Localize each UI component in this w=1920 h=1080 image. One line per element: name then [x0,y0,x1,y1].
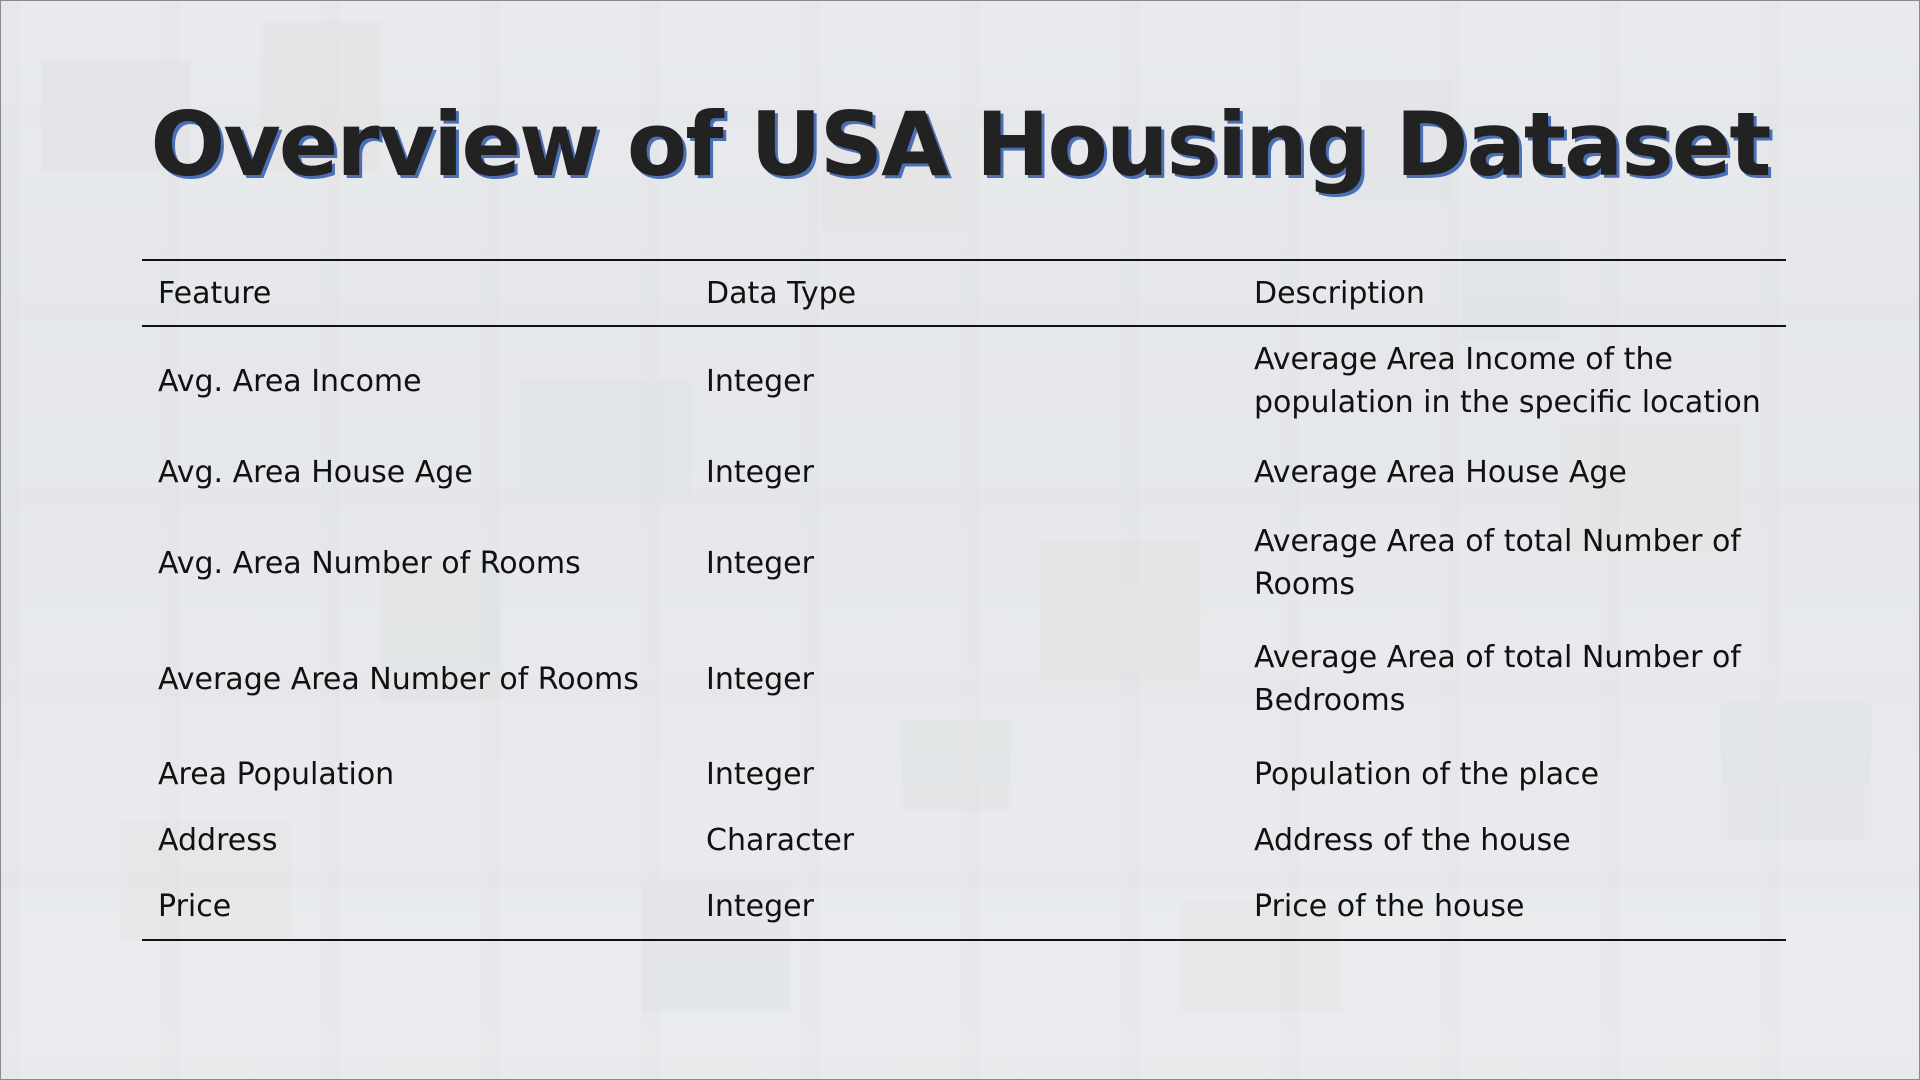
cell-description: Average Area of total Number of Rooms [1254,524,1741,602]
table-header-row: Feature Data Type Description [142,259,1786,327]
header-data-type: Data Type [690,259,1238,327]
cell-feature: Average Area Number of Rooms [158,661,639,697]
cell-description: Average Area Income of the population in… [1254,342,1761,420]
cell-feature: Avg. Area House Age [158,454,473,490]
cell-data-type: Integer [706,363,814,399]
cell-data-type: Integer [706,661,814,697]
cell-data-type: Integer [690,873,1238,941]
cell-description: Address of the house [1254,822,1571,858]
cell-description: Average Area House Age [1254,454,1627,490]
table-row: Avg. Area Income Integer Average Area In… [142,326,1786,435]
cell-data-type: Integer [706,454,814,490]
header-feature: Feature [142,259,690,327]
cell-data-type: Integer [706,756,814,792]
table-row: Area Population Integer Population of th… [142,741,1786,807]
dataset-table: Feature Data Type Description Avg. Area … [142,259,1786,941]
table-row: Address Character Address of the house [142,807,1786,873]
header-description: Description [1238,259,1786,327]
cell-description: Population of the place [1254,756,1600,792]
cell-feature: Avg. Area Income [158,363,422,399]
cell-feature: Price [142,873,690,941]
cell-description: Average Area of total Number of Bedrooms [1254,640,1741,718]
cell-data-type: Character [706,822,855,858]
cell-feature: Area Population [158,756,395,792]
table-row: Avg. Area House Age Integer Average Area… [142,435,1786,509]
table-row: Average Area Number of Rooms Integer Ave… [142,617,1786,741]
table-row: Avg. Area Number of Rooms Integer Averag… [142,509,1786,617]
cell-feature: Address [158,822,278,858]
cell-feature: Avg. Area Number of Rooms [158,545,581,581]
dataset-table-container: Feature Data Type Description Avg. Area … [142,259,1786,941]
slide-title: Overview of USA Housing Dataset [150,93,1772,196]
cell-data-type: Integer [706,545,814,581]
table-row: Price Integer Price of the house [142,873,1786,941]
cell-description: Price of the house [1238,873,1786,941]
